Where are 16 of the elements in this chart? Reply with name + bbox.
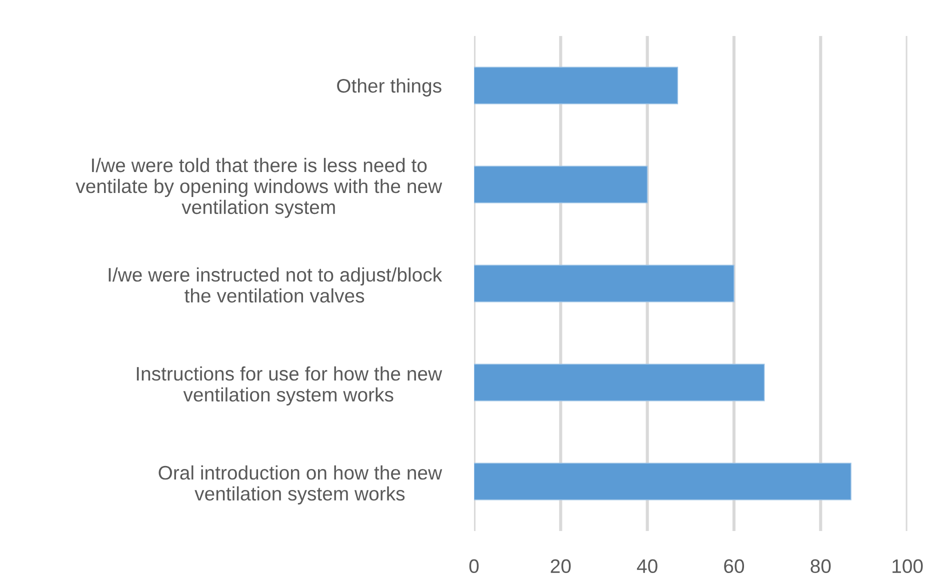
bar (474, 364, 765, 402)
y-tick-label: I/we were instructed not to adjust/block the ventilation valves (108, 267, 442, 303)
x-tick-label: 20 (550, 559, 571, 574)
bar (474, 66, 678, 104)
x-tick-label: 40 (636, 559, 658, 574)
x-tick-label: 80 (810, 559, 831, 574)
y-tick-label: Oral introduction on how the new ventilation system works (158, 465, 442, 504)
bar (474, 166, 648, 204)
bar (474, 264, 734, 302)
y-tick-label: I/we were told that there is less need to ventilate by opening windows with the new ventilation system (76, 158, 442, 218)
y-tick-label: Instructions for use for how the new ventilation system works (136, 366, 442, 406)
y-tick-label: Other things (337, 78, 442, 97)
bar (474, 462, 852, 500)
x-tick-label: 0 (469, 559, 479, 574)
x-tick-label: 100 (892, 559, 923, 574)
x-tick-label: 60 (724, 559, 744, 574)
